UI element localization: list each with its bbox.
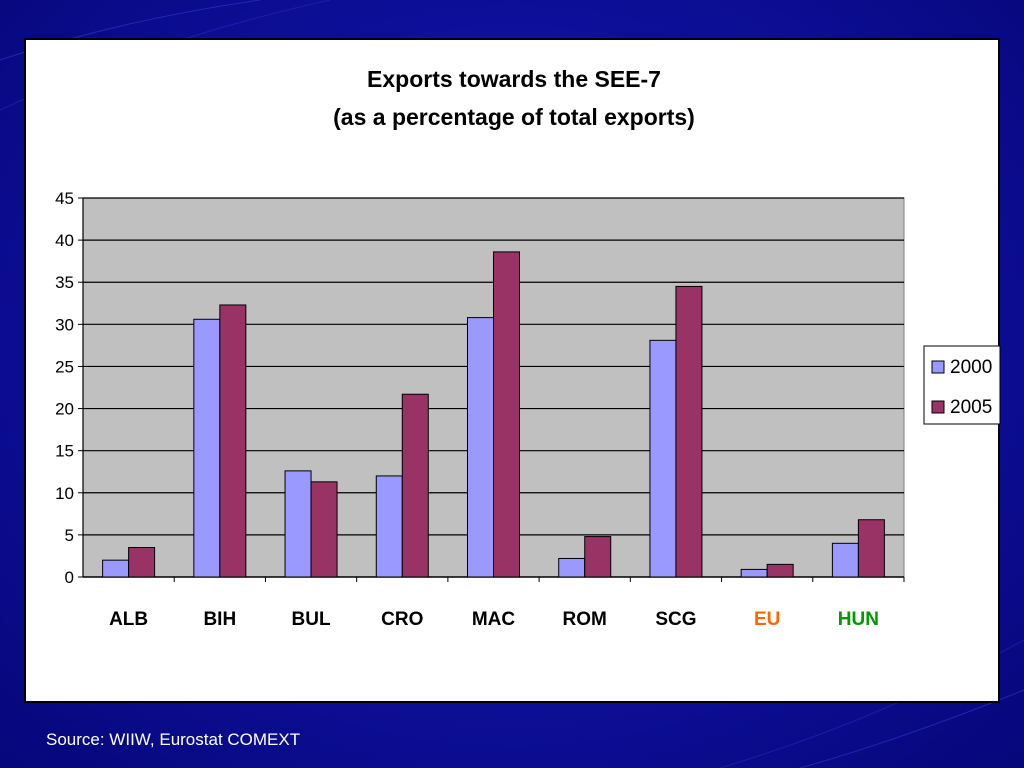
y-tick-label: 15 — [55, 442, 74, 461]
chart-panel: Exports towards the SEE-7 (as a percenta… — [24, 38, 1002, 703]
y-tick-label: 10 — [55, 484, 74, 503]
source-note: Source: WIIW, Eurostat COMEXT — [46, 730, 301, 749]
legend-swatch-2000 — [931, 360, 945, 374]
bar-rom-2000 — [558, 557, 586, 578]
bar-alb-2000 — [102, 559, 130, 578]
x-tick-label: MAC — [472, 609, 516, 630]
bar-hun-2005 — [857, 519, 885, 578]
bar-scg-2005 — [675, 285, 703, 578]
bar-bih-2000 — [193, 318, 221, 578]
x-tick-label: ALB — [109, 609, 148, 630]
bar-cro-2000 — [375, 475, 403, 578]
x-tick-label: ROM — [563, 609, 607, 630]
chart-title-block: Exports towards the SEE-7 (as a percenta… — [26, 60, 1002, 136]
chart-subtitle: (as a percentage of total exports) — [333, 104, 695, 130]
bar-bih-2005 — [219, 304, 247, 578]
y-tick-label: 20 — [55, 400, 74, 419]
bar-chart: 0 5 10 15 20 25 30 35 40 45 ALB BIH BUL CRO MAC ROM SCG E… — [55, 189, 1001, 630]
y-tick-label: 35 — [55, 273, 74, 292]
bar-bul-2005 — [310, 481, 338, 578]
bar-alb-2005 — [128, 547, 156, 578]
bar-mac-2005 — [493, 251, 520, 578]
bar-eu-2005 — [766, 563, 794, 578]
x-tick-label: EU — [754, 609, 780, 630]
chart-title: Exports towards the SEE-7 — [367, 66, 661, 92]
legend-label-2000: 2000 — [950, 357, 992, 378]
legend-swatch-2005 — [931, 400, 945, 414]
y-tick-label: 40 — [55, 231, 74, 250]
bar-rom-2005 — [584, 536, 612, 578]
bar-hun-2000 — [831, 542, 859, 578]
x-tick-label: SCG — [655, 609, 696, 630]
bar-mac-2000 — [467, 317, 494, 578]
x-tick-label: CRO — [381, 609, 423, 630]
bar-cro-2005 — [401, 393, 429, 578]
y-tick-label: 0 — [65, 568, 74, 587]
y-tick-label: 45 — [55, 189, 74, 208]
bar-scg-2000 — [649, 339, 677, 578]
x-tick-label: BUL — [292, 609, 331, 630]
y-tick-label: 5 — [65, 526, 74, 545]
legend-label-2005: 2005 — [950, 397, 992, 418]
y-tick-label: 25 — [55, 357, 74, 376]
bar-eu-2000 — [740, 568, 768, 578]
x-tick-label: BIH — [203, 609, 236, 630]
y-tick-label: 30 — [55, 315, 74, 334]
bar-bul-2000 — [284, 470, 312, 578]
x-tick-label: HUN — [838, 609, 879, 630]
